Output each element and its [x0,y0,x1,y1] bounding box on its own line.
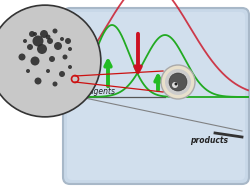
Circle shape [59,71,65,77]
Circle shape [65,38,71,44]
Circle shape [23,39,27,43]
Circle shape [45,35,50,40]
Circle shape [60,37,64,41]
Circle shape [32,36,43,46]
Circle shape [49,56,55,62]
FancyBboxPatch shape [63,8,248,184]
Circle shape [0,5,100,117]
Text: products: products [189,136,227,145]
Circle shape [54,42,62,50]
Text: reagents: reagents [82,87,116,96]
Circle shape [40,30,48,38]
Circle shape [26,69,30,73]
Circle shape [47,38,53,44]
FancyBboxPatch shape [67,12,244,180]
Circle shape [52,81,57,87]
Circle shape [171,82,177,88]
Circle shape [52,29,57,33]
Circle shape [29,31,35,37]
Circle shape [160,65,194,99]
Circle shape [18,53,26,60]
Circle shape [68,65,72,69]
Circle shape [164,69,190,95]
Circle shape [37,44,47,54]
Circle shape [46,69,50,73]
Circle shape [168,73,186,91]
Circle shape [33,32,37,36]
Circle shape [174,83,177,85]
Circle shape [34,77,41,84]
Circle shape [68,47,72,51]
Circle shape [30,57,39,66]
Circle shape [0,6,100,116]
Circle shape [27,44,33,50]
Circle shape [62,54,67,60]
